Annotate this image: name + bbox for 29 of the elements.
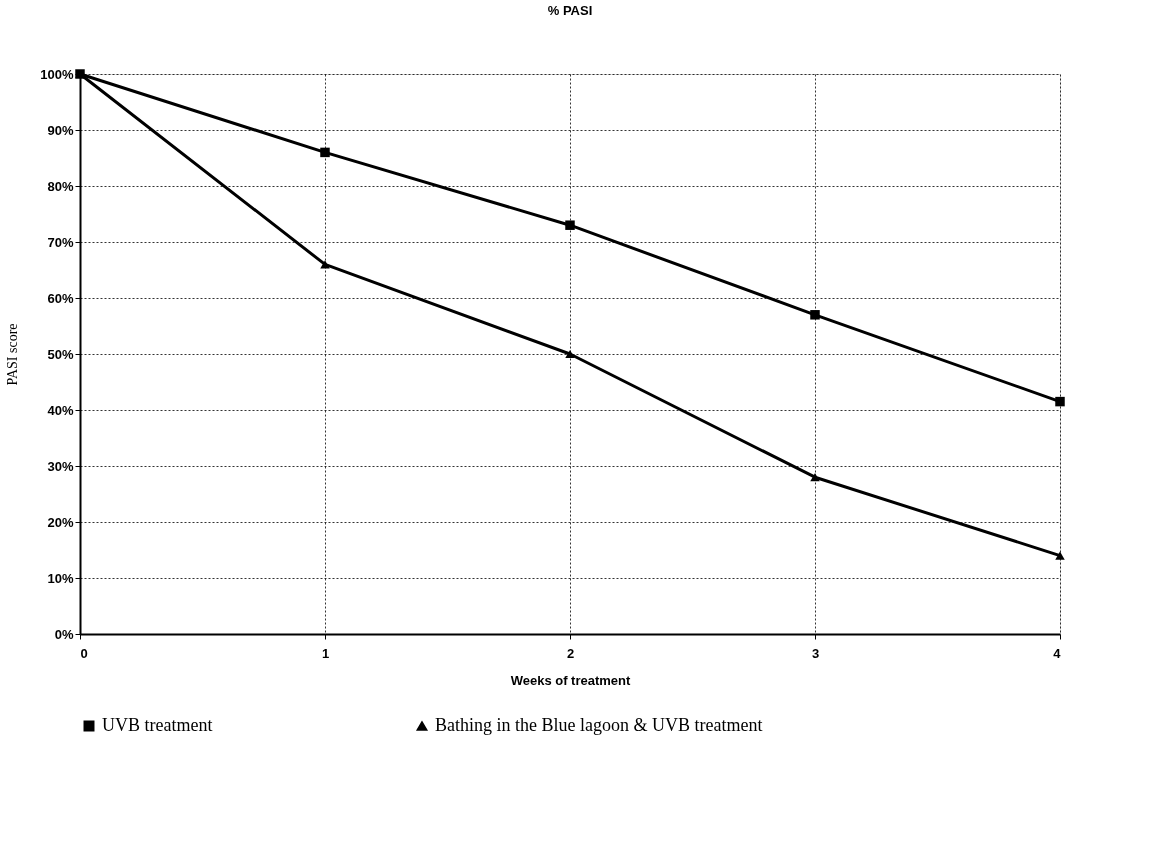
y-tick-label: 40% — [47, 402, 74, 418]
y-axis-title: PASI score — [5, 323, 21, 386]
x-tick-label: 0 — [80, 645, 88, 661]
y-tick-label: 70% — [47, 234, 74, 250]
point — [320, 260, 330, 269]
y-tick-label: 100% — [40, 66, 74, 82]
x-tick-label: 3 — [811, 645, 820, 661]
point — [1055, 396, 1065, 407]
point — [565, 349, 575, 359]
chart-title: % PASI — [547, 3, 593, 18]
point — [320, 147, 330, 158]
x-axis-title: Weeks of treatment — [510, 672, 632, 688]
y-tick-label: 80% — [47, 178, 74, 194]
point — [1055, 551, 1065, 560]
y-tick-label: 0% — [54, 626, 74, 642]
y-tick-label: 60% — [47, 290, 74, 306]
x-tick-label: 1 — [321, 645, 330, 661]
legend-label: UVB treatment — [102, 715, 213, 735]
point — [810, 473, 820, 482]
y-tick-label: 10% — [47, 570, 74, 586]
y-tick-label: 30% — [47, 458, 74, 474]
y-tick-label: 90% — [47, 122, 74, 138]
y-tick-label: 20% — [47, 514, 74, 530]
x-tick-label: 4 — [1053, 645, 1062, 661]
point — [810, 310, 820, 320]
y-tick-label: 50% — [47, 346, 74, 362]
legend-label: Bathing in the Blue lagoon & UVB treatment — [435, 715, 763, 735]
point — [565, 220, 575, 230]
x-tick-label: 2 — [566, 645, 575, 661]
